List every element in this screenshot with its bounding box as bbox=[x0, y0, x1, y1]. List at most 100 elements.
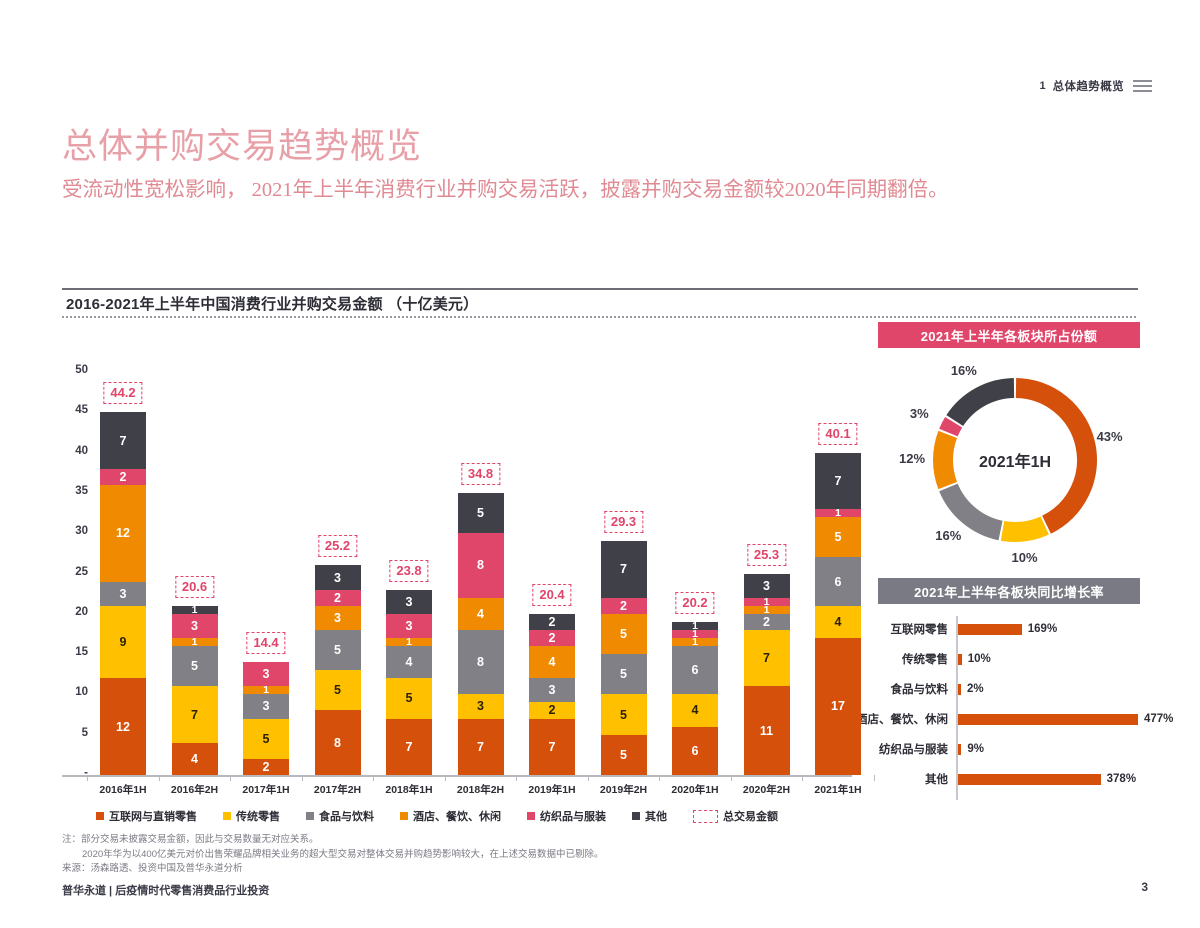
legend-label: 总交易金额 bbox=[723, 811, 778, 823]
growth-panel-title: 2021年上半年各板块同比增长率 bbox=[878, 578, 1140, 604]
x-axis-tick bbox=[158, 775, 160, 781]
legend-label: 传统零售 bbox=[236, 811, 280, 823]
total-value-label: 20.6 bbox=[174, 575, 215, 598]
bar-segment: 7 bbox=[386, 718, 432, 775]
bar-segment: 4 bbox=[529, 646, 575, 679]
legend-label: 食品与饮料 bbox=[319, 811, 374, 823]
donut-center-label: 2021年1H bbox=[978, 454, 1052, 471]
bar-segment: 8 bbox=[314, 710, 361, 775]
legend-swatch bbox=[306, 812, 314, 820]
bar-segment: 1 bbox=[386, 636, 432, 648]
growth-value-label: 378% bbox=[1106, 773, 1137, 785]
total-value-label: 34.8 bbox=[460, 462, 501, 485]
x-axis-label: 2019年2H bbox=[599, 784, 648, 796]
growth-bar-chart: 互联网零售 169% 传统零售 10% 食品与饮料 2% 酒店、餐饮、休闲 477% 纺织品与服… bbox=[856, 614, 1178, 804]
bar-segment: 5 bbox=[314, 670, 361, 711]
footnote-2: 2020年华为以400亿美元对价出售荣耀品牌相关业务的超大型交易对整体交易并购趋… bbox=[82, 848, 604, 860]
x-axis-label: 2017年2H bbox=[313, 784, 362, 796]
bar-segment: 5 bbox=[600, 654, 647, 695]
donut-slice bbox=[1000, 516, 1049, 542]
donut-chart: 2021年1H 43% 10% 16% 12% 3% 16% bbox=[880, 360, 1150, 575]
bar-segment: 3 bbox=[457, 694, 504, 719]
bar-segment: 4 bbox=[672, 694, 718, 727]
growth-bar bbox=[958, 773, 1101, 785]
chart-legend: 互联网与直销零售 传统零售 食品与饮料 酒店、餐饮、休闲 纺织品与服装 其他 总交易金额 bbox=[96, 808, 778, 824]
bar-segment: 8 bbox=[457, 629, 504, 695]
total-value-label: 29.3 bbox=[603, 511, 644, 534]
y-axis-tick: 5 bbox=[81, 726, 88, 739]
total-value-label: 20.4 bbox=[532, 583, 572, 606]
legend-item: 传统零售 bbox=[223, 808, 280, 824]
bar-segment: 4 bbox=[815, 605, 861, 638]
growth-bar bbox=[958, 653, 962, 665]
donut-slice bbox=[939, 417, 963, 437]
growth-row: 食品与饮料 2% bbox=[878, 674, 1178, 704]
bar-segment: 1 bbox=[672, 628, 718, 640]
bar-segment: 5 bbox=[457, 492, 504, 534]
y-axis-tick: 20 bbox=[75, 605, 88, 618]
page-subtitle: 受流动性宽松影响， 2021年上半年消费行业并购交易活跃，披露并购交易金额较20… bbox=[62, 179, 949, 201]
y-axis-tick: - bbox=[84, 767, 88, 779]
x-axis-label: 2016年2H bbox=[170, 784, 219, 796]
bar-segment: 2 bbox=[100, 468, 146, 485]
donut-slice-label: 3% bbox=[909, 405, 929, 421]
footer-text: 普华永道 | 后疫情时代零售消费品行业投资 bbox=[62, 885, 270, 897]
bar-segment: 2 bbox=[529, 613, 575, 630]
bar-segment: 3 bbox=[314, 565, 361, 590]
bar-segment: 7 bbox=[743, 629, 790, 687]
donut-slice-label: 12% bbox=[899, 451, 926, 466]
growth-value-label: 477% bbox=[1144, 713, 1174, 725]
bar-segment: 2 bbox=[243, 758, 289, 775]
growth-row: 纺织品与服装 9% bbox=[878, 734, 1178, 764]
legend-item: 食品与饮料 bbox=[306, 808, 374, 824]
y-axis-tick: 40 bbox=[75, 444, 88, 457]
bar-segment: 3 bbox=[386, 613, 432, 638]
bar-segment: 5 bbox=[314, 629, 361, 671]
section-indicator[interactable]: 1 总体趋势概览 bbox=[1039, 78, 1152, 94]
bar-segment: 12 bbox=[100, 678, 146, 775]
bar-segment: 2 bbox=[529, 629, 575, 647]
growth-category-label: 酒店、餐饮、休闲 bbox=[856, 714, 948, 726]
x-axis-tick bbox=[516, 775, 518, 781]
growth-axis-line bbox=[956, 616, 958, 800]
growth-category-label: 互联网零售 bbox=[890, 624, 949, 636]
y-axis-tick: 30 bbox=[75, 525, 88, 538]
section-number: 1 bbox=[1039, 80, 1046, 92]
bar-segment: 3 bbox=[386, 589, 432, 614]
donut-slice bbox=[933, 430, 958, 490]
donut-slice-label: 10% bbox=[1011, 550, 1038, 566]
total-value-label: 25.3 bbox=[746, 543, 787, 566]
bar-segment: 3 bbox=[100, 581, 146, 606]
bar-segment: 3 bbox=[243, 662, 289, 687]
x-axis-label: 2020年1H bbox=[671, 784, 719, 796]
total-value-label: 40.1 bbox=[818, 422, 858, 445]
x-axis-line bbox=[62, 775, 852, 777]
x-axis-label: 2016年1H bbox=[99, 784, 147, 796]
bar-segment: 2 bbox=[529, 702, 575, 719]
x-axis-label: 2019年1H bbox=[528, 784, 576, 796]
bar-segment: 12 bbox=[100, 484, 146, 582]
y-axis-tick: 15 bbox=[75, 646, 88, 659]
x-axis-label: 2017年1H bbox=[242, 784, 290, 796]
growth-row: 酒店、餐饮、休闲 477% bbox=[856, 704, 1178, 734]
growth-value-label: 169% bbox=[1027, 623, 1058, 635]
x-axis-label: 2020年2H bbox=[742, 784, 791, 796]
bar-segment: 5 bbox=[243, 718, 289, 759]
donut-slice bbox=[946, 378, 1015, 427]
bar-segment: 3 bbox=[529, 678, 575, 703]
footnotes: 注：部分交易未披露交易金额，因此与交易数量无对应关系。 2020年华为以400亿… bbox=[62, 833, 604, 877]
x-axis-tick bbox=[301, 775, 303, 781]
donut-slice bbox=[1015, 378, 1097, 534]
growth-category-label: 其他 bbox=[925, 774, 948, 786]
x-axis-tick bbox=[659, 775, 661, 781]
total-value-label: 44.2 bbox=[103, 382, 143, 405]
bar-segment: 3 bbox=[243, 694, 289, 719]
bar-segment: 2 bbox=[314, 589, 361, 606]
hamburger-icon[interactable] bbox=[1133, 80, 1152, 92]
page-title: 总体并购交易趋势概览 bbox=[62, 127, 423, 166]
bar-segment: 3 bbox=[314, 605, 361, 630]
bar-segment: 4 bbox=[386, 646, 432, 679]
